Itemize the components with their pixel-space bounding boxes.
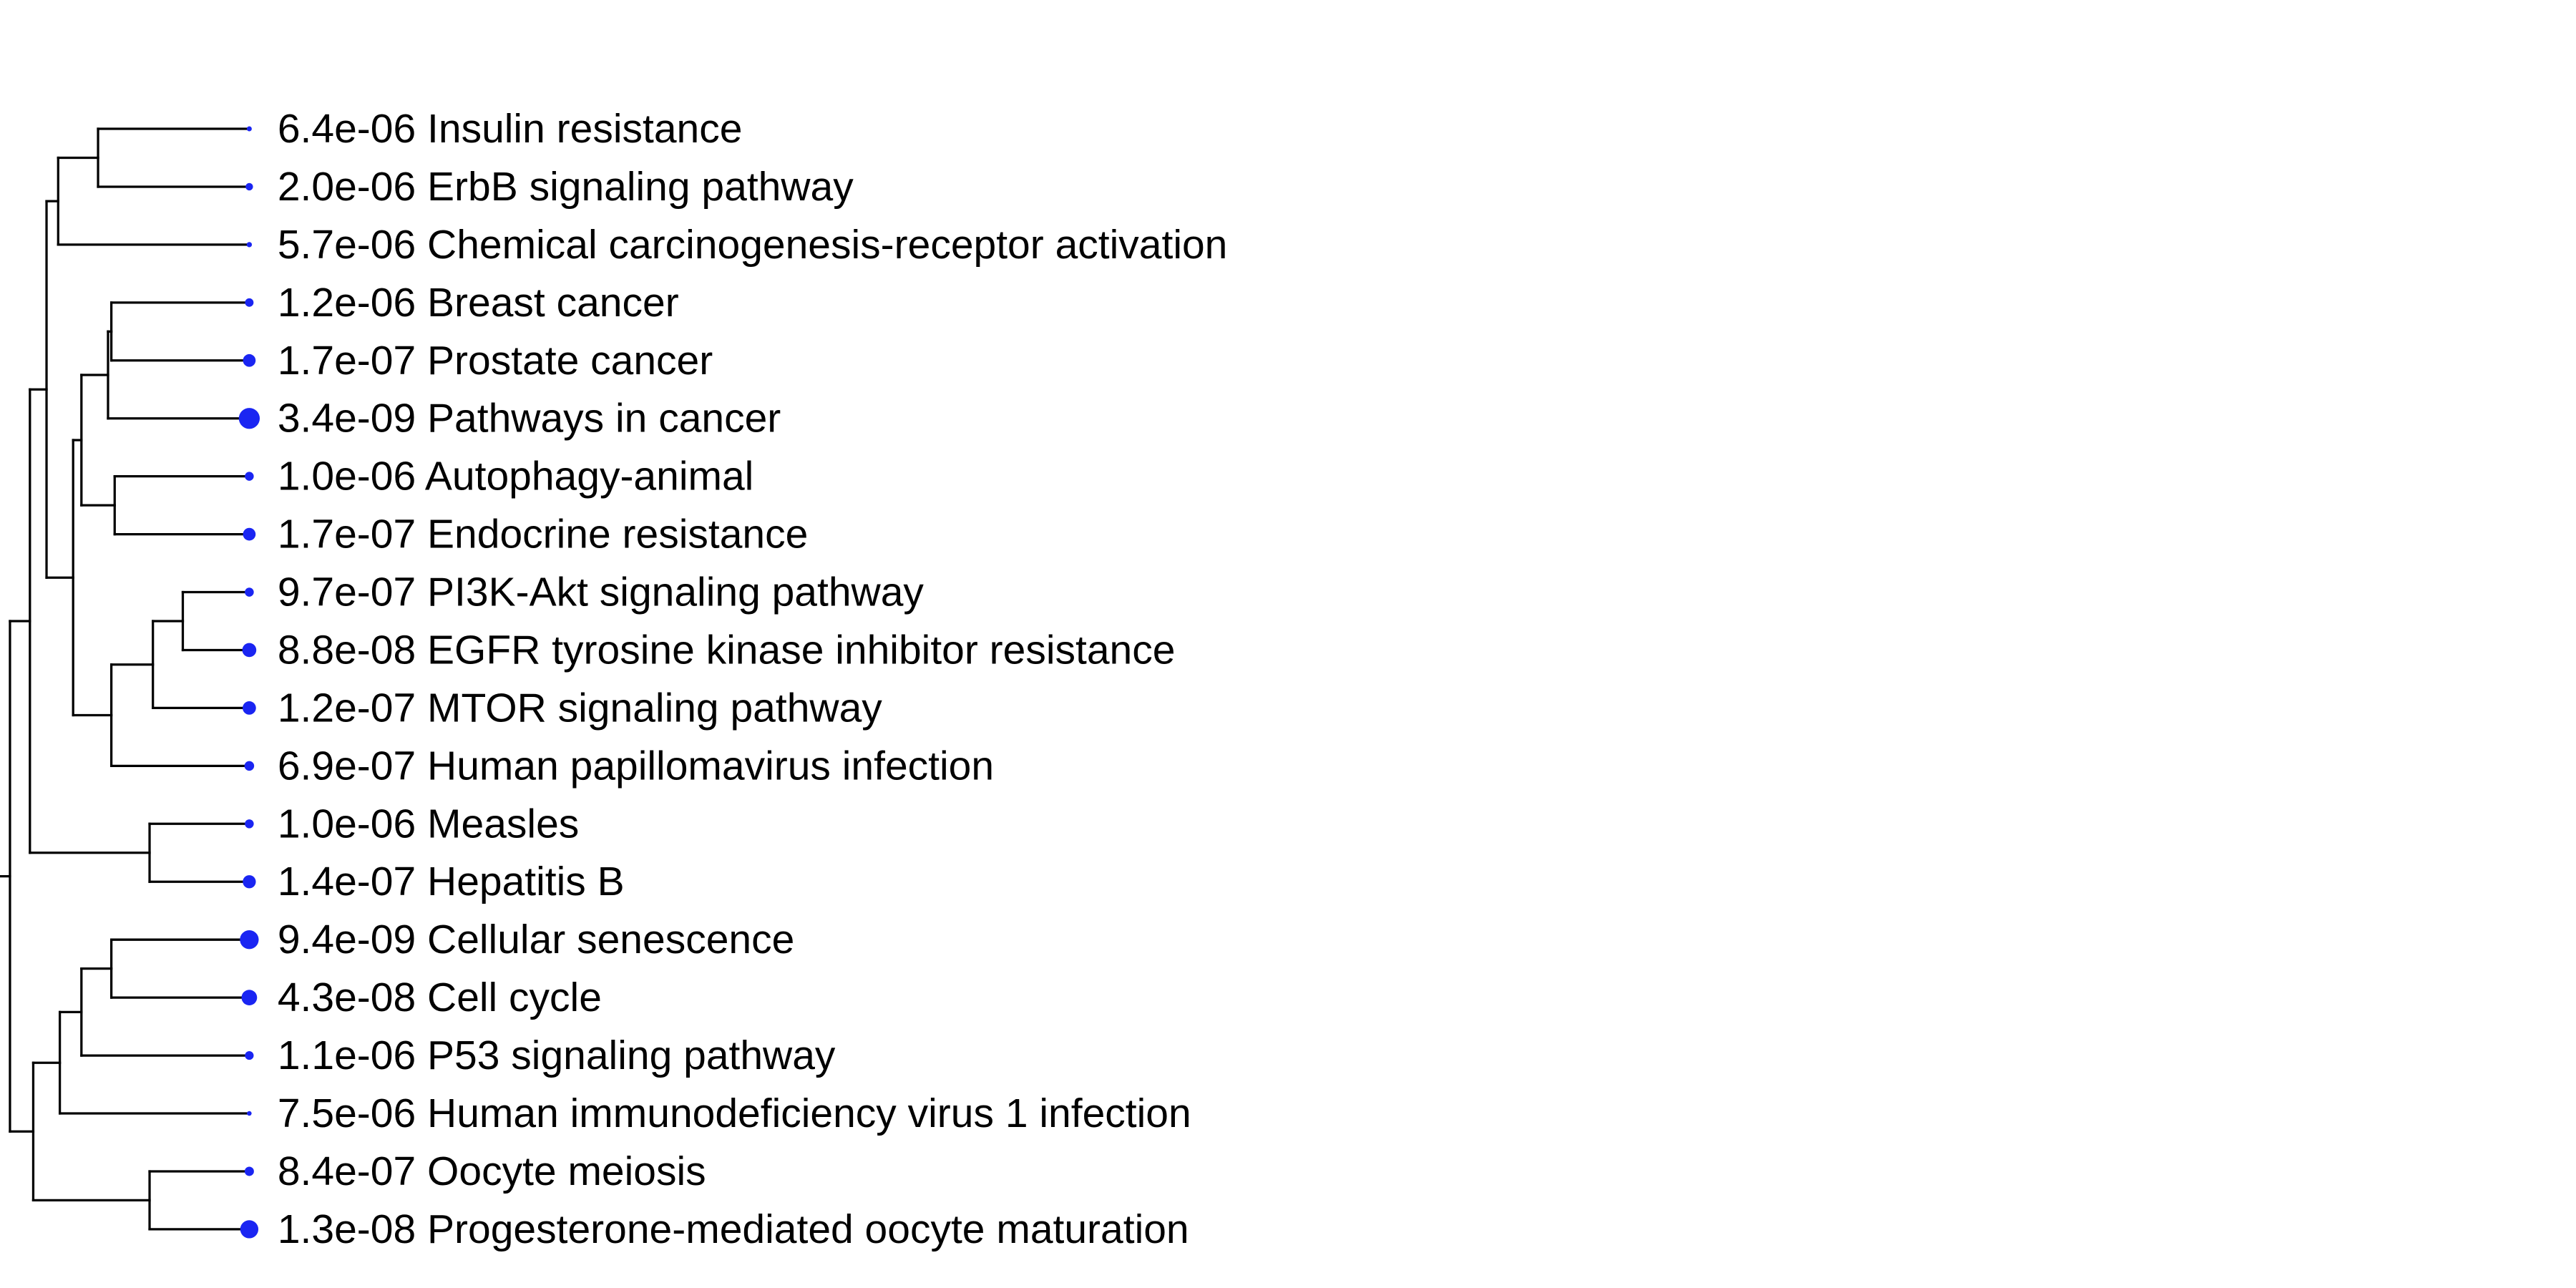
leaf-pvalue: 7.5e-06 <box>278 1091 416 1136</box>
significance-dot <box>243 527 256 541</box>
leaf-pvalue: 1.7e-07 <box>278 512 416 557</box>
leaf-label: 1.0e-06 Autophagy-animal <box>278 454 753 499</box>
significance-dot <box>246 242 253 248</box>
leaf-term: PI3K-Akt signaling pathway <box>427 570 924 615</box>
leaf-label: 3.4e-09 Pathways in cancer <box>278 396 781 441</box>
leaf-term: Pathways in cancer <box>427 396 781 441</box>
leaf-label: 1.7e-07 Endocrine resistance <box>278 512 808 557</box>
leaf-term: Hepatitis B <box>427 859 625 904</box>
significance-dot <box>245 298 254 307</box>
leaf-term: Measles <box>427 801 579 847</box>
leaf-term: Human immunodeficiency virus 1 infection <box>427 1091 1191 1136</box>
leaf-label: 1.3e-08 Progesterone-mediated oocyte mat… <box>278 1206 1189 1252</box>
leaf-pvalue: 2.0e-06 <box>278 164 416 210</box>
leaf-pvalue: 9.7e-07 <box>278 570 416 615</box>
leaf-label: 6.9e-07 Human papillomavirus infection <box>278 743 994 789</box>
leaf-term: ErbB signaling pathway <box>427 164 854 210</box>
leaf-label: 1.7e-07 Prostate cancer <box>278 338 713 384</box>
significance-dot <box>244 761 255 771</box>
leaf-term: Oocyte meiosis <box>427 1148 706 1194</box>
significance-dot <box>246 126 252 132</box>
leaf-pvalue: 8.8e-08 <box>278 627 416 673</box>
significance-dot <box>238 408 260 429</box>
significance-dot <box>243 701 256 715</box>
significance-dot <box>240 1220 259 1239</box>
leaf-term: Progesterone-mediated oocyte maturation <box>427 1206 1189 1252</box>
significance-dot <box>241 990 258 1006</box>
leaf-pvalue: 9.4e-09 <box>278 917 416 962</box>
leaf-term: Cellular senescence <box>427 917 794 962</box>
leaf-term: Human papillomavirus infection <box>427 743 994 789</box>
leaf-pvalue: 5.7e-06 <box>278 222 416 268</box>
significance-dot <box>245 1050 254 1060</box>
leaf-pvalue: 1.0e-06 <box>278 801 416 847</box>
leaf-pvalue: 8.4e-07 <box>278 1148 416 1194</box>
leaf-term: Cell cycle <box>427 975 602 1020</box>
leaf-pvalue: 1.3e-08 <box>278 1206 416 1252</box>
leaf-label: 8.8e-08 EGFR tyrosine kinase inhibitor r… <box>278 627 1176 673</box>
leaf-label: 5.7e-06 Chemical carcinogenesis-receptor… <box>278 222 1228 268</box>
leaf-term: Insulin resistance <box>427 106 742 152</box>
leaf-pvalue: 1.0e-06 <box>278 454 416 499</box>
significance-dots <box>238 126 260 1239</box>
significance-dot <box>242 643 257 658</box>
leaf-pvalue: 1.7e-07 <box>278 338 416 384</box>
leaf-label: 1.2e-06 Breast cancer <box>278 280 679 326</box>
leaf-term: Endocrine resistance <box>427 512 808 557</box>
leaf-label: 9.7e-07 PI3K-Akt signaling pathway <box>278 570 924 615</box>
leaf-label: 2.0e-06 ErbB signaling pathway <box>278 164 854 210</box>
significance-dot <box>245 819 254 829</box>
leaf-label: 6.4e-06 Insulin resistance <box>278 106 743 152</box>
leaf-term: MTOR signaling pathway <box>427 685 882 731</box>
leaf-term: Autophagy-animal <box>425 454 753 499</box>
significance-dot <box>243 353 256 367</box>
significance-dot <box>247 1111 252 1116</box>
leaf-label: 4.3e-08 Cell cycle <box>278 975 602 1020</box>
leaf-pvalue: 1.1e-06 <box>278 1033 416 1078</box>
leaf-pvalue: 1.2e-06 <box>278 280 416 326</box>
significance-dot <box>245 182 253 191</box>
leaf-label: 7.5e-06 Human immunodeficiency virus 1 i… <box>278 1091 1191 1136</box>
leaf-term: EGFR tyrosine kinase inhibitor resistanc… <box>427 627 1175 673</box>
leaf-term: P53 signaling pathway <box>427 1033 836 1078</box>
leaf-label: 1.2e-07 MTOR signaling pathway <box>278 685 882 731</box>
leaf-pvalue: 6.4e-06 <box>278 106 416 152</box>
leaf-label: 1.1e-06 P53 signaling pathway <box>278 1033 836 1078</box>
leaf-pvalue: 1.2e-07 <box>278 685 416 731</box>
leaf-term: Prostate cancer <box>427 338 713 384</box>
significance-dot <box>244 1166 254 1176</box>
leaf-label: 1.0e-06 Measles <box>278 801 579 847</box>
leaf-label: 9.4e-09 Cellular senescence <box>278 917 794 962</box>
significance-dot <box>245 472 254 481</box>
leaf-label: 8.4e-07 Oocyte meiosis <box>278 1148 706 1194</box>
significance-dot <box>240 930 259 950</box>
leaf-term: Breast cancer <box>427 280 679 326</box>
leaf-pvalue: 3.4e-09 <box>278 396 416 441</box>
dendrogram-branches <box>0 127 251 1231</box>
leaf-term: Chemical carcinogenesis-receptor activat… <box>427 222 1227 268</box>
leaf-label: 1.4e-07 Hepatitis B <box>278 859 625 904</box>
leaf-pvalue: 1.4e-07 <box>278 859 416 904</box>
leaf-pvalue: 4.3e-08 <box>278 975 416 1020</box>
leaf-pvalue: 6.9e-07 <box>278 743 416 789</box>
significance-dot <box>243 875 256 889</box>
significance-dot <box>245 587 254 597</box>
